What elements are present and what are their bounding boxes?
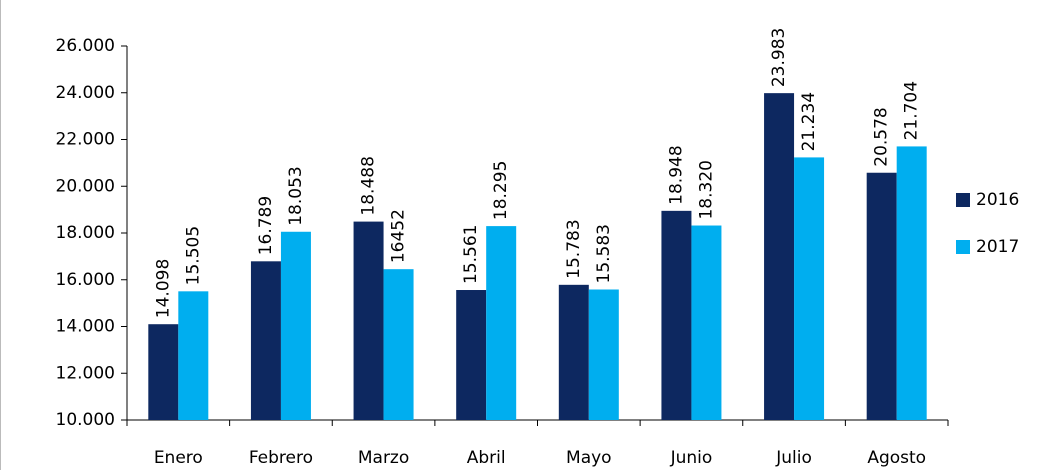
data-label: 20.578 — [872, 107, 892, 166]
data-label: 21.704 — [902, 81, 922, 140]
data-label: 15.583 — [594, 224, 614, 283]
data-label: 15.505 — [183, 226, 203, 285]
legend-label: 2017 — [976, 237, 1019, 257]
data-label: 18.488 — [359, 156, 379, 215]
data-label: 16.789 — [256, 196, 276, 255]
x-tick-label: Febrero — [249, 448, 313, 468]
x-tick-label: Mayo — [566, 448, 612, 468]
data-label: 14.098 — [153, 259, 173, 318]
legend-swatch — [956, 240, 970, 254]
legend-swatch — [956, 193, 970, 207]
bar — [794, 157, 825, 420]
y-tick-label: 12.000 — [56, 363, 115, 383]
x-tick-label: Agosto — [867, 448, 926, 468]
bar — [148, 324, 179, 420]
bar — [661, 210, 692, 420]
x-tick-label: Julio — [775, 448, 812, 468]
bar — [764, 93, 795, 421]
bar — [486, 226, 517, 420]
data-label: 21.234 — [799, 92, 819, 151]
y-tick-label: 10.000 — [56, 410, 115, 430]
data-label: 15.783 — [564, 219, 584, 278]
bar — [588, 289, 619, 420]
y-tick-label: 20.000 — [56, 176, 115, 196]
x-tick-label: Abril — [467, 448, 506, 468]
x-tick-label: Marzo — [358, 448, 409, 468]
data-label: 16452 — [389, 209, 409, 263]
y-tick-label: 24.000 — [56, 83, 115, 103]
data-label: 18.295 — [491, 161, 511, 220]
data-label: 18.053 — [286, 166, 306, 225]
data-label: 23.983 — [769, 28, 789, 87]
bar — [353, 221, 384, 420]
legend-label: 2016 — [976, 190, 1019, 210]
x-tick-label: Enero — [154, 448, 203, 468]
y-tick-label: 18.000 — [56, 223, 115, 243]
bar — [896, 146, 927, 420]
y-tick-label: 14.000 — [56, 317, 115, 337]
y-tick-label: 16.000 — [56, 270, 115, 290]
y-tick-label: 26.000 — [56, 36, 115, 56]
data-label: 18.320 — [696, 160, 716, 219]
bar — [558, 284, 589, 420]
data-label: 18.948 — [666, 145, 686, 204]
bar — [250, 261, 281, 420]
x-tick-label: Junio — [670, 448, 713, 468]
bar — [383, 269, 414, 420]
bar — [280, 231, 311, 420]
bar — [866, 172, 897, 420]
y-tick-label: 22.000 — [56, 130, 115, 150]
bar — [456, 290, 487, 420]
bar — [178, 291, 209, 420]
bar — [691, 225, 722, 420]
data-label: 15.561 — [461, 225, 481, 284]
